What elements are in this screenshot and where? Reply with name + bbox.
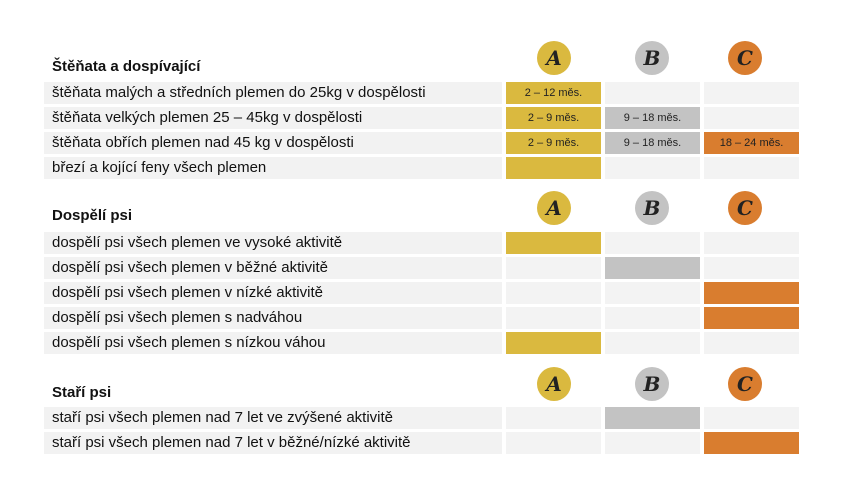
- cell-c: [704, 82, 799, 104]
- cell-b: [605, 282, 700, 304]
- table-row: březí a kojící feny všech plemen: [44, 157, 799, 179]
- table-row: staří psi všech plemen nad 7 let v běžné…: [44, 432, 799, 454]
- cell-b: [605, 82, 700, 104]
- column-badge-a: A: [537, 41, 571, 75]
- section-title: Dospělí psi: [52, 207, 133, 224]
- cell-c: [704, 157, 799, 179]
- cell-b: [605, 232, 700, 254]
- cell-a: 2 – 9 měs.: [506, 132, 601, 154]
- section-title: Štěňata a dospívající: [52, 58, 201, 75]
- cell-b: [605, 432, 700, 454]
- section-title: Staří psi: [52, 384, 112, 401]
- row-label: dospělí psi všech plemen v nízké aktivit…: [44, 282, 502, 304]
- cell-b: 9 – 18 měs.: [605, 107, 700, 129]
- cell-c: [704, 232, 799, 254]
- row-label: dospělí psi všech plemen ve vysoké aktiv…: [44, 232, 502, 254]
- column-badge-c: C: [728, 191, 762, 225]
- row-label: dospělí psi všech plemen v běžné aktivit…: [44, 257, 502, 279]
- cell-a: [506, 157, 601, 179]
- cell-b: [605, 257, 700, 279]
- cell-c: [704, 257, 799, 279]
- column-badge-c: C: [728, 367, 762, 401]
- row-label: staří psi všech plemen nad 7 let ve zvýš…: [44, 407, 502, 429]
- cell-a: 2 – 12 měs.: [506, 82, 601, 104]
- table-row: štěňata velkých plemen 25 – 45kg v dospě…: [44, 107, 799, 129]
- cell-a: [506, 332, 601, 354]
- row-label: dospělí psi všech plemen s nadváhou: [44, 307, 502, 329]
- cell-c: 18 – 24 měs.: [704, 132, 799, 154]
- column-badge-a: A: [537, 191, 571, 225]
- column-badge-c: C: [728, 41, 762, 75]
- table-row: dospělí psi všech plemen s nadváhou: [44, 307, 799, 329]
- cell-c: [704, 282, 799, 304]
- table-row: dospělí psi všech plemen v nízké aktivit…: [44, 282, 799, 304]
- row-label: dospělí psi všech plemen s nízkou váhou: [44, 332, 502, 354]
- cell-b: [605, 332, 700, 354]
- table-row: štěňata malých a středních plemen do 25k…: [44, 82, 799, 104]
- cell-b: [605, 407, 700, 429]
- cell-c: [704, 332, 799, 354]
- table-row: staří psi všech plemen nad 7 let ve zvýš…: [44, 407, 799, 429]
- cell-b: [605, 307, 700, 329]
- table-row: dospělí psi všech plemen ve vysoké aktiv…: [44, 232, 799, 254]
- row-label: staří psi všech plemen nad 7 let v běžné…: [44, 432, 502, 454]
- row-label: štěňata malých a středních plemen do 25k…: [44, 82, 502, 104]
- cell-a: [506, 307, 601, 329]
- cell-c: [704, 407, 799, 429]
- cell-a: [506, 432, 601, 454]
- column-badge-b: B: [635, 41, 669, 75]
- table-row: dospělí psi všech plemen v běžné aktivit…: [44, 257, 799, 279]
- cell-a: [506, 282, 601, 304]
- table-row: dospělí psi všech plemen s nízkou váhou: [44, 332, 799, 354]
- table-row: štěňata obřích plemen nad 45 kg v dospěl…: [44, 132, 799, 154]
- column-badge-a: A: [537, 367, 571, 401]
- cell-c: [704, 307, 799, 329]
- row-label: štěňata obřích plemen nad 45 kg v dospěl…: [44, 132, 502, 154]
- cell-a: 2 – 9 měs.: [506, 107, 601, 129]
- cell-a: [506, 232, 601, 254]
- cell-b: [605, 157, 700, 179]
- column-badge-b: B: [635, 191, 669, 225]
- cell-a: [506, 257, 601, 279]
- row-label: březí a kojící feny všech plemen: [44, 157, 502, 179]
- column-badge-b: B: [635, 367, 669, 401]
- cell-a: [506, 407, 601, 429]
- row-label: štěňata velkých plemen 25 – 45kg v dospě…: [44, 107, 502, 129]
- cell-b: 9 – 18 měs.: [605, 132, 700, 154]
- cell-c: [704, 432, 799, 454]
- cell-c: [704, 107, 799, 129]
